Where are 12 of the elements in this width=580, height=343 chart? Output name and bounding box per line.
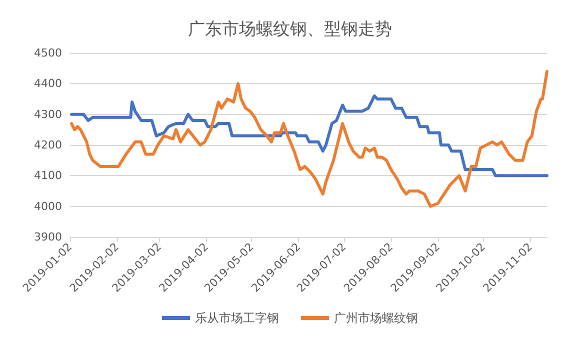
y-tick-label: 4400	[34, 77, 62, 90]
y-tick-label: 4000	[34, 200, 62, 213]
chart-title: 广东市场螺纹钢、型钢走势	[188, 20, 392, 40]
y-tick-label: 4500	[34, 46, 62, 60]
y-tick-label: 4200	[34, 138, 62, 152]
y-tick-label: 3900	[34, 230, 62, 244]
y-tick-label: 4300	[34, 108, 62, 121]
line-series	[70, 70, 548, 208]
legend-label: 广州市场螺纹钢	[334, 311, 418, 325]
line-series	[70, 94, 548, 178]
legend-label: 乐从市场工字钢	[195, 311, 279, 325]
y-tick-label: 4100	[34, 169, 62, 182]
